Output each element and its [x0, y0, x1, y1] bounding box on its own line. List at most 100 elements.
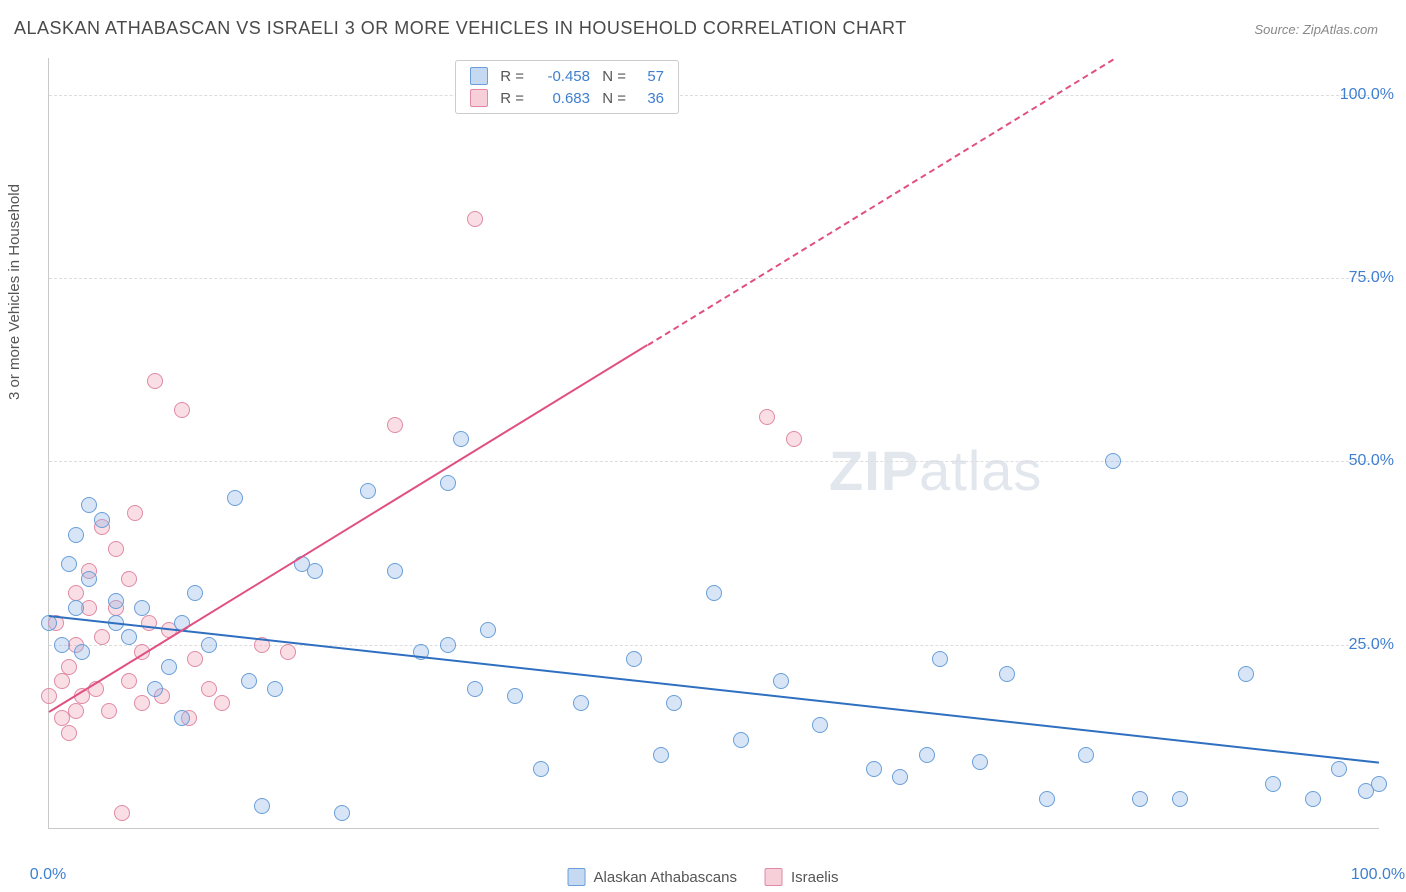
scatter-point-israeli	[68, 585, 84, 601]
scatter-point-athabascan	[932, 651, 948, 667]
scatter-point-athabascan	[1238, 666, 1254, 682]
scatter-point-athabascan	[134, 600, 150, 616]
scatter-point-israeli	[61, 725, 77, 741]
scatter-point-athabascan	[108, 593, 124, 609]
legend-swatch	[765, 868, 783, 886]
scatter-point-athabascan	[892, 769, 908, 785]
scatter-point-athabascan	[81, 571, 97, 587]
chart-title: ALASKAN ATHABASCAN VS ISRAELI 3 OR MORE …	[14, 18, 907, 39]
scatter-point-israeli	[214, 695, 230, 711]
scatter-point-athabascan	[1371, 776, 1387, 792]
legend-r-label: R =	[498, 90, 524, 107]
scatter-point-athabascan	[201, 637, 217, 653]
legend-r-value: 0.683	[534, 90, 590, 107]
scatter-point-athabascan	[81, 497, 97, 513]
scatter-point-athabascan	[440, 637, 456, 653]
scatter-point-athabascan	[68, 527, 84, 543]
x-tick-label: 100.0%	[1351, 866, 1405, 884]
legend-label: Israelis	[791, 869, 839, 886]
legend-n-label: N =	[600, 90, 626, 107]
scatter-point-athabascan	[1305, 791, 1321, 807]
scatter-point-athabascan	[161, 659, 177, 675]
scatter-point-israeli	[174, 402, 190, 418]
scatter-point-athabascan	[187, 585, 203, 601]
y-tick-label: 100.0%	[1340, 86, 1394, 104]
scatter-point-athabascan	[467, 681, 483, 697]
scatter-point-israeli	[121, 673, 137, 689]
scatter-point-israeli	[147, 373, 163, 389]
trendline-athabascan	[49, 615, 1379, 764]
scatter-point-athabascan	[773, 673, 789, 689]
correlation-legend: R =-0.458N =57R =0.683N =36	[455, 60, 679, 114]
scatter-point-athabascan	[706, 585, 722, 601]
scatter-point-athabascan	[533, 761, 549, 777]
gridline	[49, 461, 1379, 462]
scatter-point-israeli	[68, 703, 84, 719]
scatter-point-athabascan	[1331, 761, 1347, 777]
legend-n-label: N =	[600, 68, 626, 85]
series-legend: Alaskan Athabascans Israelis	[568, 868, 839, 886]
scatter-point-israeli	[61, 659, 77, 675]
scatter-plot-area: ZIPatlas	[48, 58, 1379, 829]
scatter-point-israeli	[108, 541, 124, 557]
scatter-point-athabascan	[68, 600, 84, 616]
scatter-point-athabascan	[733, 732, 749, 748]
scatter-point-athabascan	[919, 747, 935, 763]
scatter-point-athabascan	[440, 475, 456, 491]
scatter-point-athabascan	[999, 666, 1015, 682]
scatter-point-athabascan	[174, 710, 190, 726]
scatter-point-israeli	[280, 644, 296, 660]
scatter-point-athabascan	[254, 798, 270, 814]
legend-swatch	[470, 89, 488, 107]
y-tick-label: 50.0%	[1349, 452, 1394, 470]
scatter-point-israeli	[127, 505, 143, 521]
scatter-point-israeli	[387, 417, 403, 433]
legend-item: Alaskan Athabascans	[568, 868, 737, 886]
scatter-point-athabascan	[54, 637, 70, 653]
scatter-point-athabascan	[334, 805, 350, 821]
scatter-point-israeli	[187, 651, 203, 667]
x-tick-label: 0.0%	[30, 866, 66, 884]
legend-row: R =-0.458N =57	[456, 65, 678, 87]
scatter-point-athabascan	[94, 512, 110, 528]
scatter-point-athabascan	[307, 563, 323, 579]
scatter-point-athabascan	[1078, 747, 1094, 763]
scatter-point-athabascan	[387, 563, 403, 579]
scatter-point-athabascan	[121, 629, 137, 645]
scatter-point-israeli	[759, 409, 775, 425]
scatter-point-athabascan	[1039, 791, 1055, 807]
scatter-point-athabascan	[1132, 791, 1148, 807]
scatter-point-israeli	[134, 695, 150, 711]
scatter-point-athabascan	[1105, 453, 1121, 469]
legend-swatch	[470, 67, 488, 85]
gridline	[49, 278, 1379, 279]
scatter-point-israeli	[101, 703, 117, 719]
scatter-point-athabascan	[1265, 776, 1281, 792]
y-axis-label: 3 or more Vehicles in Household	[6, 184, 23, 400]
legend-swatch	[568, 868, 586, 886]
scatter-point-athabascan	[626, 651, 642, 667]
y-tick-label: 25.0%	[1349, 636, 1394, 654]
legend-n-value: 57	[636, 68, 664, 85]
scatter-point-athabascan	[360, 483, 376, 499]
scatter-point-athabascan	[866, 761, 882, 777]
scatter-point-athabascan	[573, 695, 589, 711]
scatter-point-israeli	[114, 805, 130, 821]
scatter-point-israeli	[121, 571, 137, 587]
scatter-point-athabascan	[1172, 791, 1188, 807]
scatter-point-athabascan	[61, 556, 77, 572]
source-attribution: Source: ZipAtlas.com	[1254, 22, 1378, 37]
scatter-point-athabascan	[267, 681, 283, 697]
y-tick-label: 75.0%	[1349, 269, 1394, 287]
scatter-point-athabascan	[241, 673, 257, 689]
gridline	[49, 95, 1379, 96]
legend-row: R = 0.683 N = 36	[456, 87, 678, 109]
scatter-point-athabascan	[74, 644, 90, 660]
legend-n-value: 36	[636, 90, 664, 107]
scatter-point-israeli	[786, 431, 802, 447]
scatter-point-israeli	[467, 211, 483, 227]
scatter-point-athabascan	[812, 717, 828, 733]
gridline	[49, 645, 1379, 646]
scatter-point-israeli	[41, 688, 57, 704]
legend-item: Israelis	[765, 868, 839, 886]
